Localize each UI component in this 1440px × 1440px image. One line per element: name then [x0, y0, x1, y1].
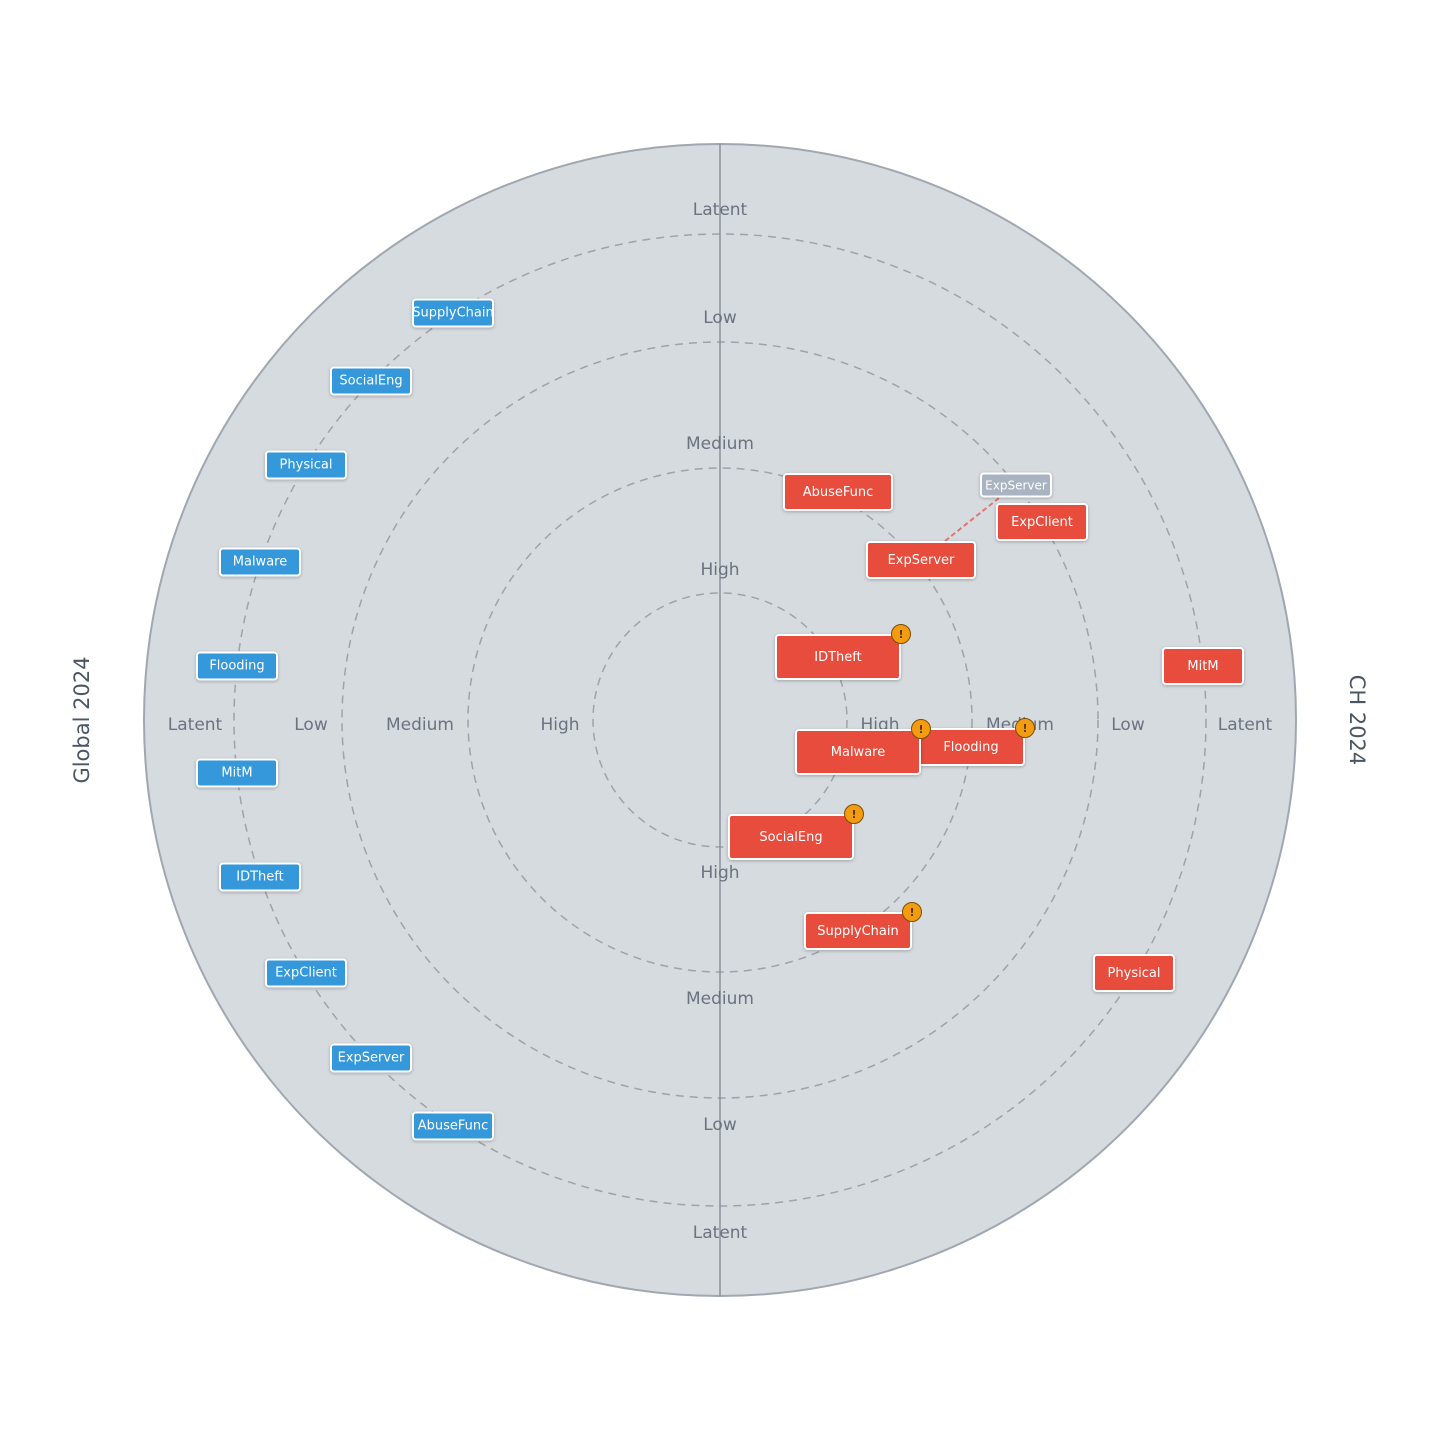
ring-label-high-top: High [700, 560, 739, 580]
ring-label-low-right: Low [1111, 715, 1145, 735]
ring-label-high-left: High [540, 715, 579, 735]
ring-label-low-top: Low [703, 308, 737, 328]
ring-label-medium-left: Medium [386, 715, 454, 735]
ch-tag-supplychain-label: SupplyChain [817, 923, 899, 939]
ring-label-medium-bottom: Medium [686, 989, 754, 1009]
ch-tag-expserver[interactable]: ExpServer [866, 541, 976, 579]
ring-label-low-left: Low [294, 715, 328, 735]
warning-icon: ! [902, 902, 922, 922]
ch-tag-flooding[interactable]: Flooding ! [917, 718, 1035, 766]
ring-label-medium-top: Medium [686, 434, 754, 454]
ring-label-latent-top: Latent [693, 200, 748, 220]
global-tag-socialeng[interactable]: SocialEng [330, 366, 412, 396]
ring-label-latent-bottom: Latent [693, 1223, 748, 1243]
global-tag-expserver[interactable]: ExpServer [330, 1043, 412, 1073]
ch-tag-expclient[interactable]: ExpClient [996, 503, 1088, 541]
global-tag-malware[interactable]: Malware [219, 547, 301, 577]
ch-tag-flooding-label: Flooding [943, 739, 999, 755]
ch-tag-mitm[interactable]: MitM [1162, 647, 1244, 685]
global-tag-physical[interactable]: Physical [265, 450, 347, 480]
global-2024-title: Global 2024 [70, 656, 94, 784]
ch-tag-idtheft[interactable]: IDTheft ! [775, 624, 911, 680]
ring-label-latent-right: Latent [1218, 715, 1273, 735]
global-tag-abusefunc[interactable]: AbuseFunc [412, 1111, 494, 1141]
global-tag-supplychain[interactable]: SupplyChain [412, 298, 494, 328]
warning-icon: ! [891, 624, 911, 644]
global-tag-mitm[interactable]: MitM [196, 758, 278, 788]
ring-label-low-bottom: Low [703, 1115, 737, 1135]
ch-tag-idtheft-label: IDTheft [814, 649, 862, 665]
ch-tag-malware-label: Malware [830, 744, 886, 760]
ch-tag-physical[interactable]: Physical [1093, 954, 1175, 992]
previous-tag-expserver[interactable]: ExpServer [980, 472, 1052, 498]
global-tag-idtheft[interactable]: IDTheft [219, 862, 301, 892]
warning-icon: ! [844, 804, 864, 824]
movement-line [944, 493, 1005, 542]
global-tag-flooding[interactable]: Flooding [196, 651, 278, 681]
ch-2024-title: CH 2024 [1345, 674, 1369, 766]
ch-tag-socialeng-label: SocialEng [759, 829, 823, 845]
ch-tag-abusefunc[interactable]: AbuseFunc [783, 473, 893, 511]
global-tag-expclient[interactable]: ExpClient [265, 958, 347, 988]
ring-label-high-bottom: High [700, 863, 739, 883]
ring-label-latent-left: Latent [168, 715, 223, 735]
ch-tag-malware[interactable]: Malware ! [795, 719, 931, 775]
ch-tag-socialeng[interactable]: SocialEng ! [728, 804, 864, 860]
warning-icon: ! [1015, 718, 1035, 738]
ch-tag-supplychain[interactable]: SupplyChain ! [804, 902, 922, 950]
warning-icon: ! [911, 719, 931, 739]
